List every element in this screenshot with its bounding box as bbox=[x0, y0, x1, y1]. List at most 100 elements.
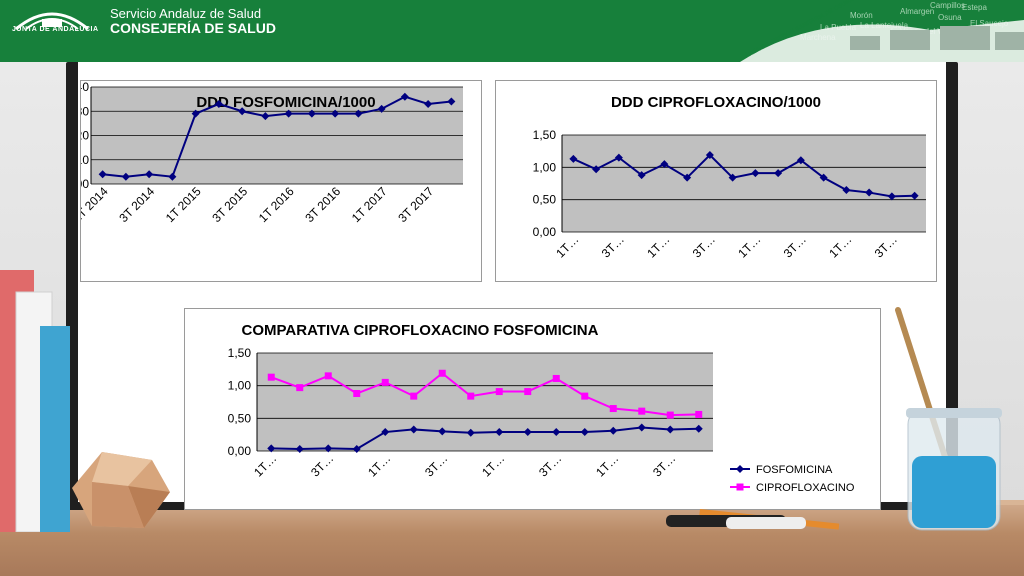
data-point bbox=[438, 427, 447, 436]
y-tick-label: 0,00 bbox=[228, 444, 252, 458]
chart-ciprofloxacino-svg: 0,00 0,50 1,00 1,50 1T… 3T… 1T… 3T… 1T… 3T… 1T… 3T…… bbox=[533, 94, 926, 261]
data-point bbox=[842, 185, 851, 194]
chart-title: COMPARATIVA CIPROFLOXACINO FOSFOMICINA bbox=[242, 322, 599, 339]
data-point bbox=[331, 109, 340, 118]
data-point bbox=[410, 392, 418, 400]
town-word: Morón bbox=[850, 11, 873, 20]
data-point bbox=[98, 170, 107, 179]
x-tick-label: 1T… bbox=[593, 451, 621, 479]
data-point bbox=[609, 426, 618, 435]
org-name-line1: Servicio Andaluz de Salud bbox=[110, 6, 262, 21]
chart-comparativa-svg: 0,00 0,50 1,00 1,50 1T… 3T… 1T… 3T… 1T… 3T… 1T… 3T…… bbox=[228, 322, 855, 494]
y-tick-label: 1,00 bbox=[228, 379, 252, 393]
data-point bbox=[424, 99, 433, 108]
y-tick-label: 0,50 bbox=[533, 193, 557, 207]
x-tick-label: 1T 2016 bbox=[256, 184, 297, 225]
series-line bbox=[270, 371, 699, 417]
data-point bbox=[666, 425, 675, 434]
y-tick-label: 0,50 bbox=[228, 411, 252, 425]
chart-comparativa: 0,00 0,50 1,00 1,50 1T… 3T… 1T… 3T… 1T… 3T… 1T… 3T…… bbox=[184, 308, 881, 510]
x-tick-label: 1T… bbox=[553, 232, 581, 260]
data-point bbox=[466, 428, 475, 437]
data-point bbox=[705, 151, 714, 160]
legend-marker bbox=[736, 483, 744, 491]
x-tick-label: 1T… bbox=[644, 232, 672, 260]
paint-jar-decoration bbox=[895, 307, 1002, 531]
plot-area bbox=[562, 135, 926, 232]
legend-marker bbox=[736, 465, 744, 473]
data-point bbox=[354, 109, 363, 118]
y-tick-label: 0,10 bbox=[81, 153, 89, 167]
data-point bbox=[267, 373, 275, 381]
data-point bbox=[238, 107, 247, 116]
data-point bbox=[381, 378, 389, 386]
x-tick-label: 3T 2015 bbox=[209, 184, 250, 225]
wooden-polyhedron-decoration bbox=[72, 452, 170, 528]
data-point bbox=[592, 165, 601, 174]
data-point bbox=[683, 173, 692, 182]
plot-area bbox=[257, 353, 713, 451]
data-point bbox=[381, 428, 390, 437]
data-point bbox=[296, 384, 304, 392]
chart-title: DDD FOSFOMICINA/1000 bbox=[196, 94, 375, 111]
y-tick-label: 0,30 bbox=[81, 104, 89, 118]
data-point bbox=[865, 188, 874, 197]
x-tick-label: 3T… bbox=[650, 451, 678, 479]
data-point bbox=[552, 374, 560, 382]
chart-ciprofloxacino: 0,00 0,50 1,00 1,50 1T… 3T… 1T… 3T… 1T… 3T… 1T… 3T…… bbox=[495, 80, 937, 282]
town-word: El Saucejo bbox=[970, 19, 1009, 28]
data-point bbox=[352, 445, 361, 454]
markers-decoration bbox=[666, 509, 840, 530]
data-point bbox=[887, 192, 896, 201]
x-tick-label: 3T… bbox=[536, 451, 564, 479]
data-point bbox=[569, 154, 578, 163]
x-tick-label: 3T 2014 bbox=[116, 184, 157, 225]
data-point bbox=[523, 428, 532, 437]
data-point bbox=[400, 92, 409, 101]
x-tick-label: 1T 2017 bbox=[349, 184, 390, 225]
x-tick-label: 1T… bbox=[826, 232, 854, 260]
data-point bbox=[353, 390, 361, 398]
data-point bbox=[214, 99, 223, 108]
x-tick-label: 3T 2016 bbox=[302, 184, 343, 225]
x-tick-label: 3T… bbox=[308, 451, 336, 479]
data-point bbox=[694, 424, 703, 433]
books-decoration bbox=[0, 270, 70, 532]
x-tick-label: 3T… bbox=[690, 232, 718, 260]
town-word: Estepa bbox=[962, 3, 987, 12]
data-point bbox=[819, 173, 828, 182]
logo-text: JUNTA DE ANDALUCIA bbox=[12, 26, 99, 33]
x-tick-label: 1T… bbox=[365, 451, 393, 479]
y-tick-label: 0,40 bbox=[81, 81, 89, 94]
series-line bbox=[102, 95, 452, 178]
data-point bbox=[495, 428, 504, 437]
x-tick-label: 1T 2015 bbox=[163, 184, 204, 225]
data-point bbox=[145, 170, 154, 179]
data-point bbox=[751, 169, 760, 178]
legend-label: FOSFOMICINA bbox=[756, 464, 833, 476]
data-point bbox=[324, 372, 332, 380]
data-point bbox=[609, 405, 617, 413]
data-point bbox=[637, 171, 646, 180]
y-tick-label: 0,20 bbox=[81, 129, 89, 143]
x-tick-label: 1T… bbox=[251, 451, 279, 479]
data-point bbox=[467, 392, 475, 400]
data-point bbox=[580, 428, 589, 437]
data-point bbox=[267, 444, 276, 453]
x-tick-label: 3T… bbox=[781, 232, 809, 260]
data-point bbox=[495, 388, 503, 396]
data-point bbox=[261, 112, 270, 121]
y-tick-label: 0,00 bbox=[533, 225, 557, 239]
data-point bbox=[295, 445, 304, 454]
legend-label: CIPROFLOXACINO bbox=[756, 482, 855, 494]
town-word: Almargen bbox=[900, 7, 934, 16]
data-point bbox=[438, 369, 446, 377]
town-word: Campillos bbox=[930, 1, 965, 10]
data-point bbox=[447, 97, 456, 106]
data-point bbox=[524, 388, 532, 396]
y-tick-label: 1,00 bbox=[533, 160, 557, 174]
data-point bbox=[377, 104, 386, 113]
y-tick-label: 1,50 bbox=[533, 128, 557, 142]
